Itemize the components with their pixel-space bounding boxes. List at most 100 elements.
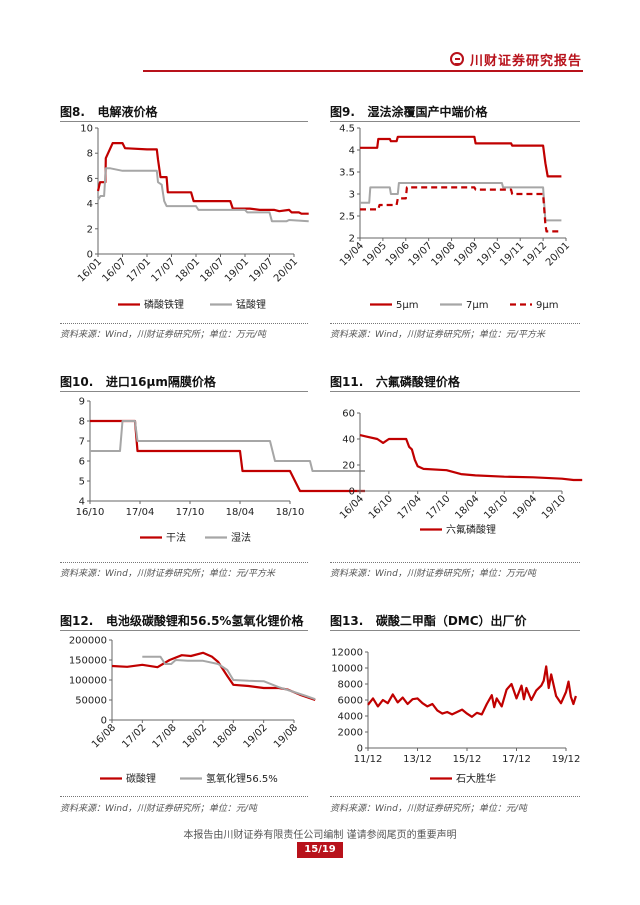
x-tick-label: 16/10 [76, 507, 105, 518]
x-tick-label: 18/08 [211, 722, 239, 750]
y-tick-label: 20 [342, 461, 355, 472]
y-tick-label: 5 [79, 477, 85, 488]
legend-label: 湿法 [231, 531, 251, 544]
series-line-1 [97, 167, 309, 223]
axis-lines [367, 652, 566, 749]
figure-12-title: 图12. 电池级碳酸锂和56.5%氢氧化锂价格 [60, 614, 304, 628]
x-tick-label: 20/01 [544, 240, 572, 268]
series-line-1 [360, 182, 562, 222]
y-tick-label: 4 [349, 146, 355, 157]
x-tick-label: 17/08 [151, 722, 179, 750]
x-tick-label: 16/10 [367, 493, 395, 521]
figure-9-source: 资料来源：Wind，川财证券研究所；单位：元/平方米 [330, 330, 545, 340]
legend-label: 磷酸铁锂 [144, 298, 184, 311]
x-tick-label: 15/12 [453, 754, 482, 765]
series-line-1 [142, 655, 316, 701]
y-tick-label: 2 [87, 224, 93, 235]
x-tick-label: 18/04 [453, 493, 481, 521]
y-tick-label: 10000 [331, 664, 363, 675]
figure-8-source-rule [60, 323, 308, 324]
series-line-1 [90, 420, 365, 472]
x-tick-label: 16/08 [90, 722, 118, 750]
y-tick-label: 8 [79, 417, 85, 428]
y-tick-label: 4 [79, 497, 85, 508]
x-tick-label: 19/11 [498, 240, 526, 268]
x-tick-label: 18/10 [276, 507, 305, 518]
y-tick-label: 0 [357, 744, 363, 755]
brand-logo-icon [450, 52, 464, 66]
x-tick-label: 19/08 [272, 722, 300, 750]
legend-label: 氢氧化锂56.5% [206, 772, 278, 785]
series-line-0 [90, 419, 365, 493]
y-tick-label: 0 [101, 716, 107, 727]
figure-13-rule [330, 630, 580, 631]
x-tick-label: 16/07 [100, 256, 128, 284]
page-number: 15/19 [297, 842, 343, 858]
x-tick-label: 17/02 [120, 722, 148, 750]
figure-12-rule [60, 630, 308, 631]
x-tick-label: 19/02 [242, 722, 270, 750]
figure-9-title: 图9. 湿法涂覆国产中端价格 [330, 105, 488, 119]
x-tick-label: 17/07 [149, 256, 177, 284]
y-tick-label: 100000 [69, 676, 107, 687]
y-tick-label: 200000 [69, 636, 107, 647]
x-tick-label: 17/10 [425, 493, 453, 521]
figure-9-rule [330, 121, 580, 122]
legend-label: 5μm [396, 300, 418, 311]
series-line-2 [360, 186, 562, 233]
y-tick-label: 40 [342, 435, 355, 446]
legend-label: 7μm [466, 300, 488, 311]
y-tick-label: 8000 [338, 680, 363, 691]
legend-label: 9μm [536, 300, 558, 311]
x-tick-label: 11/12 [354, 754, 383, 765]
x-tick-label: 19/09 [452, 240, 480, 268]
x-tick-label: 19/08 [430, 240, 458, 268]
x-tick-label: 19/10 [475, 240, 503, 268]
legend-label: 干法 [166, 531, 186, 544]
chart-fig8: 024681016/0116/0717/0117/0718/0118/0719/… [76, 124, 309, 311]
figure-10-source-rule [60, 562, 308, 563]
y-tick-label: 3.5 [339, 168, 355, 179]
x-tick-label: 17/10 [176, 507, 205, 518]
figure-10-title: 图10. 进口16μm隔膜价格 [60, 375, 216, 389]
x-tick-label: 17/04 [126, 507, 155, 518]
y-tick-label: 4.5 [339, 124, 355, 135]
y-tick-label: 2000 [338, 728, 363, 739]
y-tick-label: 3 [349, 190, 355, 201]
figure-11-source: 资料来源：Wind，川财证券研究所；单位：万元/吨 [330, 569, 536, 579]
figure-13-title: 图13. 碳酸二甲酯（DMC）出厂价 [330, 614, 527, 628]
x-tick-label: 18/10 [482, 493, 510, 521]
x-tick-label: 19/05 [361, 240, 389, 268]
x-tick-label: 19/06 [384, 240, 412, 268]
y-tick-label: 150000 [69, 656, 107, 667]
x-tick-label: 16/04 [338, 493, 366, 521]
y-tick-label: 8 [87, 149, 93, 160]
axis-lines [359, 413, 562, 492]
y-tick-label: 0 [87, 250, 93, 261]
chart-fig9: 22.533.544.519/0419/0519/0619/0719/0819/… [338, 124, 572, 312]
y-tick-label: 4 [87, 199, 93, 210]
figure-13-source-rule [330, 796, 580, 797]
series-line-0 [367, 665, 577, 718]
x-tick-label: 19/07 [407, 240, 435, 268]
x-tick-label: 19/01 [223, 256, 251, 284]
x-tick-label: 17/01 [125, 256, 153, 284]
y-tick-label: 4000 [338, 712, 363, 723]
figure-10-source: 资料来源：Wind，川财证券研究所；单位：元/平方米 [60, 569, 275, 579]
x-tick-label: 19/07 [247, 256, 275, 284]
x-tick-label: 19/10 [540, 493, 568, 521]
figure-12-source: 资料来源：Wind，川财证券研究所；单位：元/吨 [60, 804, 257, 814]
series-line-0 [359, 434, 583, 482]
x-tick-label: 19/12 [552, 754, 581, 765]
y-tick-label: 6 [79, 457, 85, 468]
figure-11-title: 图11. 六氟磷酸锂价格 [330, 375, 460, 389]
y-tick-label: 12000 [331, 648, 363, 659]
x-tick-label: 18/01 [174, 256, 202, 284]
legend-label: 碳酸锂 [126, 772, 156, 785]
figure-10-rule [60, 391, 308, 392]
x-tick-label: 19/12 [521, 240, 549, 268]
x-tick-label: 18/07 [198, 256, 226, 284]
y-tick-label: 6 [87, 174, 93, 185]
y-tick-label: 2.5 [339, 212, 355, 223]
